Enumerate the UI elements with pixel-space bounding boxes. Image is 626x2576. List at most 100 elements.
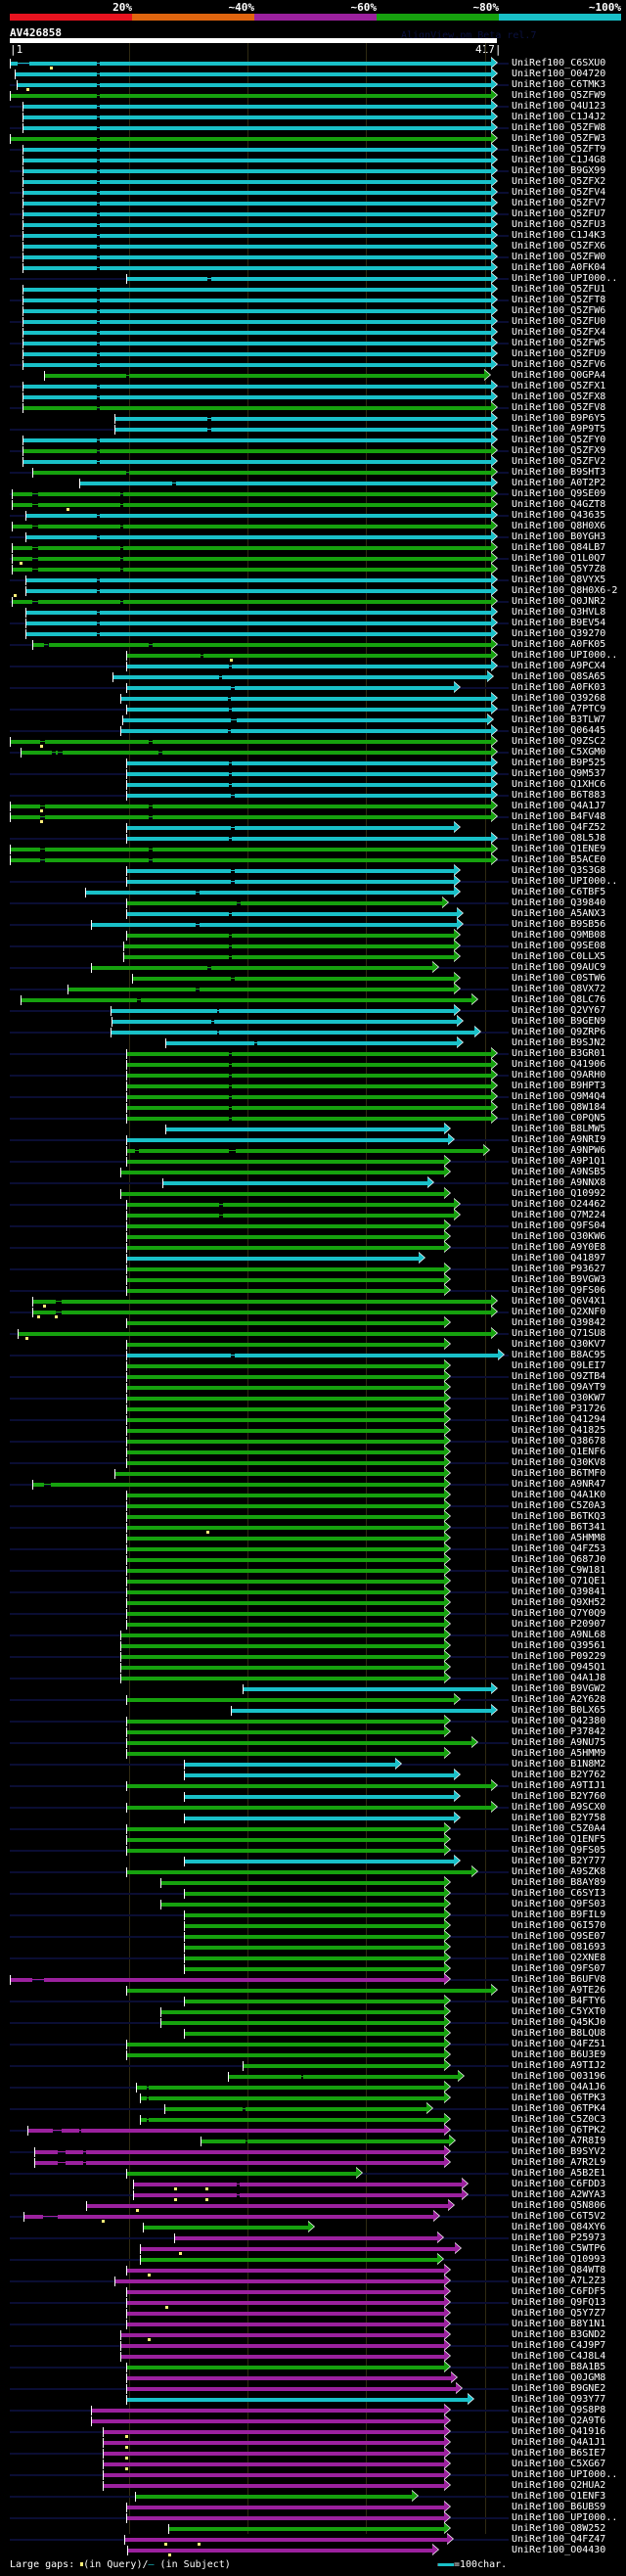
alignment-row[interactable]: UniRef100_Q2HUA2 bbox=[0, 2479, 626, 2491]
alignment-row[interactable]: UniRef100_Q41916 bbox=[0, 2425, 626, 2438]
hit-label[interactable]: UniRef100_A9NL68 bbox=[512, 1630, 606, 1640]
hit-label[interactable]: UniRef100_Q84LB7 bbox=[512, 542, 606, 553]
alignment-row[interactable]: UniRef100_A9TIJ2 bbox=[0, 2059, 626, 2071]
hit-label[interactable]: UniRef100_B9SHT3 bbox=[512, 467, 606, 478]
hit-label[interactable]: UniRef100_Q8L5J8 bbox=[512, 833, 606, 844]
hit-label[interactable]: UniRef100_Q3S3G8 bbox=[512, 865, 606, 876]
hit-label[interactable]: UniRef100_A5B2E1 bbox=[512, 2168, 606, 2179]
hit-label[interactable]: UniRef100_Q5ZFT8 bbox=[512, 295, 606, 305]
alignment-row[interactable]: UniRef100_P37842 bbox=[0, 1725, 626, 1737]
alignment-row[interactable]: UniRef100_Q5ZFW9 bbox=[0, 89, 626, 101]
alignment-row[interactable]: UniRef100_A7PTC9 bbox=[0, 703, 626, 714]
hit-label[interactable]: UniRef100_B8AC95 bbox=[512, 1350, 606, 1360]
hit-label[interactable]: UniRef100_Q5ZFX1 bbox=[512, 381, 606, 391]
alignment-row[interactable]: UniRef100_Q8SA65 bbox=[0, 670, 626, 682]
hit-label[interactable]: UniRef100_Q39842 bbox=[512, 1317, 606, 1328]
alignment-row[interactable]: UniRef100_B9VGW2 bbox=[0, 1682, 626, 1694]
hit-label[interactable]: UniRef100_A9PCX4 bbox=[512, 661, 606, 671]
hit-label[interactable]: UniRef100_Q8H0X6 bbox=[512, 521, 606, 531]
alignment-row[interactable]: UniRef100_Q5ZFX1 bbox=[0, 380, 626, 391]
hit-label[interactable]: UniRef100_C5XGM0 bbox=[512, 747, 606, 758]
hit-label[interactable]: UniRef100_C6SYI3 bbox=[512, 1888, 606, 1899]
alignment-row[interactable]: UniRef100_O24462 bbox=[0, 1198, 626, 1210]
alignment-row[interactable]: UniRef100_Q5ZFY0 bbox=[0, 434, 626, 445]
hit-label[interactable]: UniRef100_Q5ZFT9 bbox=[512, 144, 606, 155]
hit-label[interactable]: UniRef100_A9NNX8 bbox=[512, 1177, 606, 1188]
alignment-row[interactable]: UniRef100_Q30KW7 bbox=[0, 1392, 626, 1403]
hit-label[interactable]: UniRef100_Q9LEI7 bbox=[512, 1360, 606, 1371]
alignment-row[interactable]: UniRef100_B2Y762 bbox=[0, 1769, 626, 1780]
hit-label[interactable]: UniRef100_Q9ARH0 bbox=[512, 1070, 606, 1081]
alignment-row[interactable]: UniRef100_UPI000.. bbox=[0, 2468, 626, 2480]
hit-label[interactable]: UniRef100_Q8SA65 bbox=[512, 671, 606, 682]
hit-label[interactable]: UniRef100_B3GR01 bbox=[512, 1048, 606, 1059]
hit-label[interactable]: UniRef100_UPI000.. bbox=[512, 876, 618, 887]
alignment-row[interactable]: UniRef100_Q30KV8 bbox=[0, 1456, 626, 1468]
hit-label[interactable]: UniRef100_B2Y762 bbox=[512, 1770, 606, 1780]
alignment-row[interactable]: UniRef100_B8AC95 bbox=[0, 1349, 626, 1360]
hit-label[interactable]: UniRef100_B8Y1N1 bbox=[512, 2319, 606, 2329]
alignment-row[interactable]: UniRef100_Q4GZT8 bbox=[0, 498, 626, 511]
hit-label[interactable]: UniRef100_Q5ZFX4 bbox=[512, 327, 606, 338]
hit-label[interactable]: UniRef100_A9SCX0 bbox=[512, 1802, 606, 1813]
hit-label[interactable]: UniRef100_Q1ENE9 bbox=[512, 844, 606, 854]
alignment-row[interactable]: UniRef100_A9TE26 bbox=[0, 1984, 626, 1996]
alignment-row[interactable]: UniRef100_Q71QE1 bbox=[0, 1575, 626, 1587]
alignment-row[interactable]: UniRef100_A9P9T5 bbox=[0, 423, 626, 435]
hit-label[interactable]: UniRef100_C1J4J2 bbox=[512, 112, 606, 122]
hit-label[interactable]: UniRef100_A9NRI9 bbox=[512, 1134, 606, 1145]
alignment-row[interactable]: UniRef100_Q10992 bbox=[0, 1187, 626, 1199]
hit-label[interactable]: UniRef100_C5XG67 bbox=[512, 2459, 606, 2469]
hit-label[interactable]: UniRef100_Q39561 bbox=[512, 1640, 606, 1651]
alignment-row[interactable]: UniRef100_Q42380 bbox=[0, 1715, 626, 1726]
alignment-row[interactable]: UniRef100_A7R2L9 bbox=[0, 2156, 626, 2168]
hit-label[interactable]: UniRef100_Q9SE09 bbox=[512, 488, 606, 499]
hit-label[interactable]: UniRef100_B6SIE7 bbox=[512, 2448, 606, 2459]
hit-label[interactable]: UniRef100_Q9FS03 bbox=[512, 1899, 606, 1909]
alignment-row[interactable]: UniRef100_Q5ZFV7 bbox=[0, 197, 626, 208]
hit-label[interactable]: UniRef100_Q5ZFV2 bbox=[512, 456, 606, 467]
hit-label[interactable]: UniRef100_O04430 bbox=[512, 2545, 606, 2555]
alignment-row[interactable]: UniRef100_C5WTP6 bbox=[0, 2242, 626, 2255]
hit-label[interactable]: UniRef100_Q5Y7Z8 bbox=[512, 564, 606, 575]
hit-label[interactable]: UniRef100_A5ANX3 bbox=[512, 908, 606, 919]
hit-label[interactable]: UniRef100_B6T883 bbox=[512, 790, 606, 801]
alignment-row[interactable]: UniRef100_B4FTY6 bbox=[0, 1995, 626, 2006]
alignment-row[interactable]: UniRef100_Q5ZFW8 bbox=[0, 121, 626, 133]
hit-label[interactable]: UniRef100_Q06445 bbox=[512, 725, 606, 736]
hit-label[interactable]: UniRef100_Q1ENF3 bbox=[512, 2491, 606, 2502]
alignment-row[interactable]: UniRef100_P09229 bbox=[0, 1650, 626, 1662]
hit-label[interactable]: UniRef100_Q5ZFW6 bbox=[512, 305, 606, 316]
alignment-row[interactable]: UniRef100_B9VGW3 bbox=[0, 1273, 626, 1285]
alignment-row[interactable]: UniRef100_B9SHT3 bbox=[0, 466, 626, 478]
alignment-row[interactable]: UniRef100_Q5ZFV6 bbox=[0, 358, 626, 370]
alignment-row[interactable]: UniRef100_Q5ZFV2 bbox=[0, 455, 626, 467]
hit-label[interactable]: UniRef100_B9EV54 bbox=[512, 618, 606, 628]
hit-label[interactable]: UniRef100_Q5ZFU3 bbox=[512, 219, 606, 230]
alignment-row[interactable]: UniRef100_Q5ZFW0 bbox=[0, 251, 626, 262]
alignment-row[interactable]: UniRef100_A9SZK8 bbox=[0, 1865, 626, 1877]
alignment-row[interactable]: UniRef100_Q5ZFX2 bbox=[0, 175, 626, 187]
alignment-row[interactable]: UniRef100_A9TIJ1 bbox=[0, 1779, 626, 1791]
hit-label[interactable]: UniRef100_Q38678 bbox=[512, 1436, 606, 1447]
alignment-row[interactable]: UniRef100_Q5ZFT9 bbox=[0, 143, 626, 155]
alignment-row[interactable]: UniRef100_C5Z0A3 bbox=[0, 1499, 626, 1511]
alignment-row[interactable]: UniRef100_Q5ZFX9 bbox=[0, 444, 626, 456]
hit-label[interactable]: UniRef100_C6SXU0 bbox=[512, 58, 606, 69]
alignment-row[interactable]: UniRef100_Q9SE08 bbox=[0, 940, 626, 951]
hit-label[interactable]: UniRef100_Q45KJ0 bbox=[512, 2017, 606, 2028]
alignment-row[interactable]: UniRef100_Q4FZ51 bbox=[0, 2038, 626, 2049]
alignment-row[interactable]: UniRef100_Q1ENF5 bbox=[0, 1833, 626, 1845]
hit-label[interactable]: UniRef100_Q9FS04 bbox=[512, 1220, 606, 1231]
alignment-row[interactable]: UniRef100_B0LX65 bbox=[0, 1704, 626, 1716]
hit-label[interactable]: UniRef100_A5HMM9 bbox=[512, 1748, 606, 1759]
hit-label[interactable]: UniRef100_Q30KV8 bbox=[512, 1457, 606, 1468]
alignment-row[interactable]: UniRef100_Q687J0 bbox=[0, 1553, 626, 1565]
hit-label[interactable]: UniRef100_Q2XNE8 bbox=[512, 1953, 606, 1963]
alignment-row[interactable]: UniRef100_C0PQN5 bbox=[0, 1112, 626, 1124]
alignment-row[interactable]: UniRef100_A5B2E1 bbox=[0, 2167, 626, 2179]
hit-label[interactable]: UniRef100_Q41825 bbox=[512, 1425, 606, 1436]
alignment-row[interactable]: UniRef100_C4J9P7 bbox=[0, 2339, 626, 2351]
alignment-row[interactable]: UniRef100_Q3HVL8 bbox=[0, 606, 626, 618]
alignment-row[interactable]: UniRef100_Q39561 bbox=[0, 1639, 626, 1651]
